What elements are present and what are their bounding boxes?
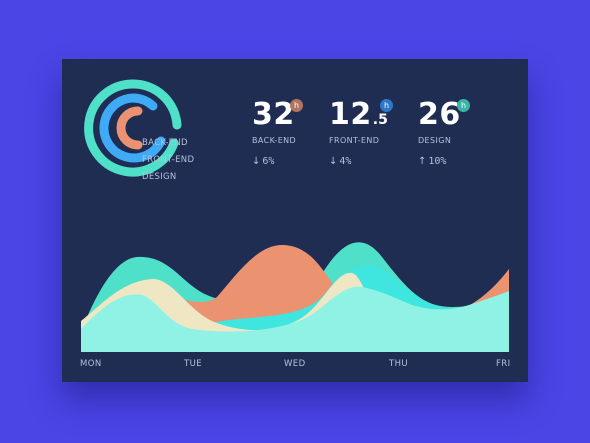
stat-frontend-change: ↓ 4% bbox=[329, 156, 352, 167]
legend-item-design: DESIGN bbox=[142, 172, 177, 182]
stat-design-value: 26 bbox=[418, 97, 461, 132]
dashboard-card: BACK-END FRONT-END DESIGN 32 h BACK-END … bbox=[62, 59, 528, 382]
stat-frontend-label: FRONT-END bbox=[329, 136, 380, 145]
weekly-area-chart bbox=[81, 242, 509, 352]
ring-frontend bbox=[99, 93, 166, 163]
day-label-thu: THU bbox=[389, 359, 409, 369]
arrow-up-icon: ↑ bbox=[418, 156, 427, 167]
ring-backend bbox=[116, 106, 143, 150]
ring-design bbox=[84, 79, 179, 177]
stat-design-change: ↑ 10% bbox=[418, 156, 447, 167]
legend-item-backend: BACK-END bbox=[142, 138, 188, 148]
day-label-mon: MON bbox=[80, 359, 102, 369]
stat-backend-change: ↓ 6% bbox=[252, 156, 275, 167]
stat-backend-unit-badge: h bbox=[290, 99, 303, 112]
stat-backend-label: BACK-END bbox=[252, 136, 297, 145]
stat-design: 26 h DESIGN ↑ 10% bbox=[418, 95, 470, 167]
stat-design-unit-badge: h bbox=[457, 99, 470, 112]
stat-backend-value: 32 bbox=[252, 97, 295, 132]
stat-frontend: 12.5 h FRONT-END ↓ 4% bbox=[329, 95, 393, 167]
area-light-teal bbox=[81, 286, 509, 352]
ring-legend: BACK-END FRONT-END DESIGN bbox=[142, 135, 194, 186]
ring-progress-chart bbox=[84, 79, 182, 177]
arrow-down-icon: ↓ bbox=[252, 156, 261, 167]
stat-frontend-unit-badge: h bbox=[380, 99, 393, 112]
stat-frontend-value: 12 bbox=[329, 97, 372, 132]
ring-design-top bbox=[128, 79, 182, 130]
ring-frontend-top bbox=[128, 93, 158, 111]
stat-design-label: DESIGN bbox=[418, 136, 452, 145]
legend-item-frontend: FRONT-END bbox=[142, 155, 195, 165]
stat-backend: 32 h BACK-END ↓ 6% bbox=[252, 95, 303, 167]
day-label-tue: TUE bbox=[184, 359, 202, 369]
stat-frontend-decimal: .5 bbox=[372, 112, 388, 128]
day-label-wed: WED bbox=[284, 359, 306, 369]
day-label-fri: FRI bbox=[496, 359, 511, 369]
arrow-down-icon: ↓ bbox=[329, 156, 338, 167]
